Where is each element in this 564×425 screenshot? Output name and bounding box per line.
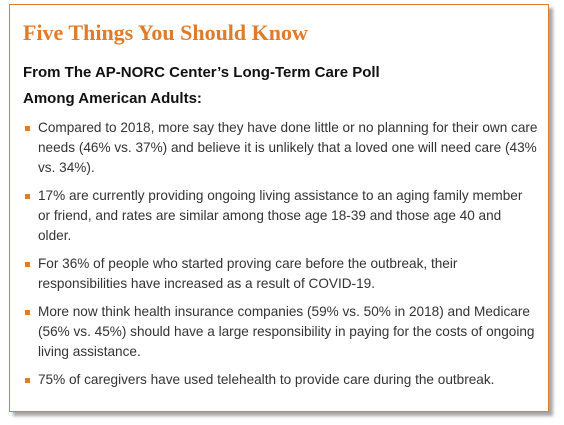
bullet-item: 75% of caregivers have used telehealth t… [25, 370, 538, 390]
bullet-item: More now think health insurance companie… [25, 302, 538, 362]
info-box: Five Things You Should Know From The AP-… [9, 4, 549, 412]
bullet-item: For 36% of people who started proving ca… [25, 254, 538, 294]
subtitle: From The AP-NORC Center’s Long-Term Care… [23, 64, 380, 81]
subtitle: Among American Adults: [23, 90, 202, 107]
title: Five Things You Should Know [23, 20, 308, 45]
bullet-list: Compared to 2018, more say they have don… [25, 118, 538, 398]
bullet-item: Compared to 2018, more say they have don… [25, 118, 538, 178]
bullet-item: 17% are currently providing ongoing livi… [25, 186, 538, 246]
